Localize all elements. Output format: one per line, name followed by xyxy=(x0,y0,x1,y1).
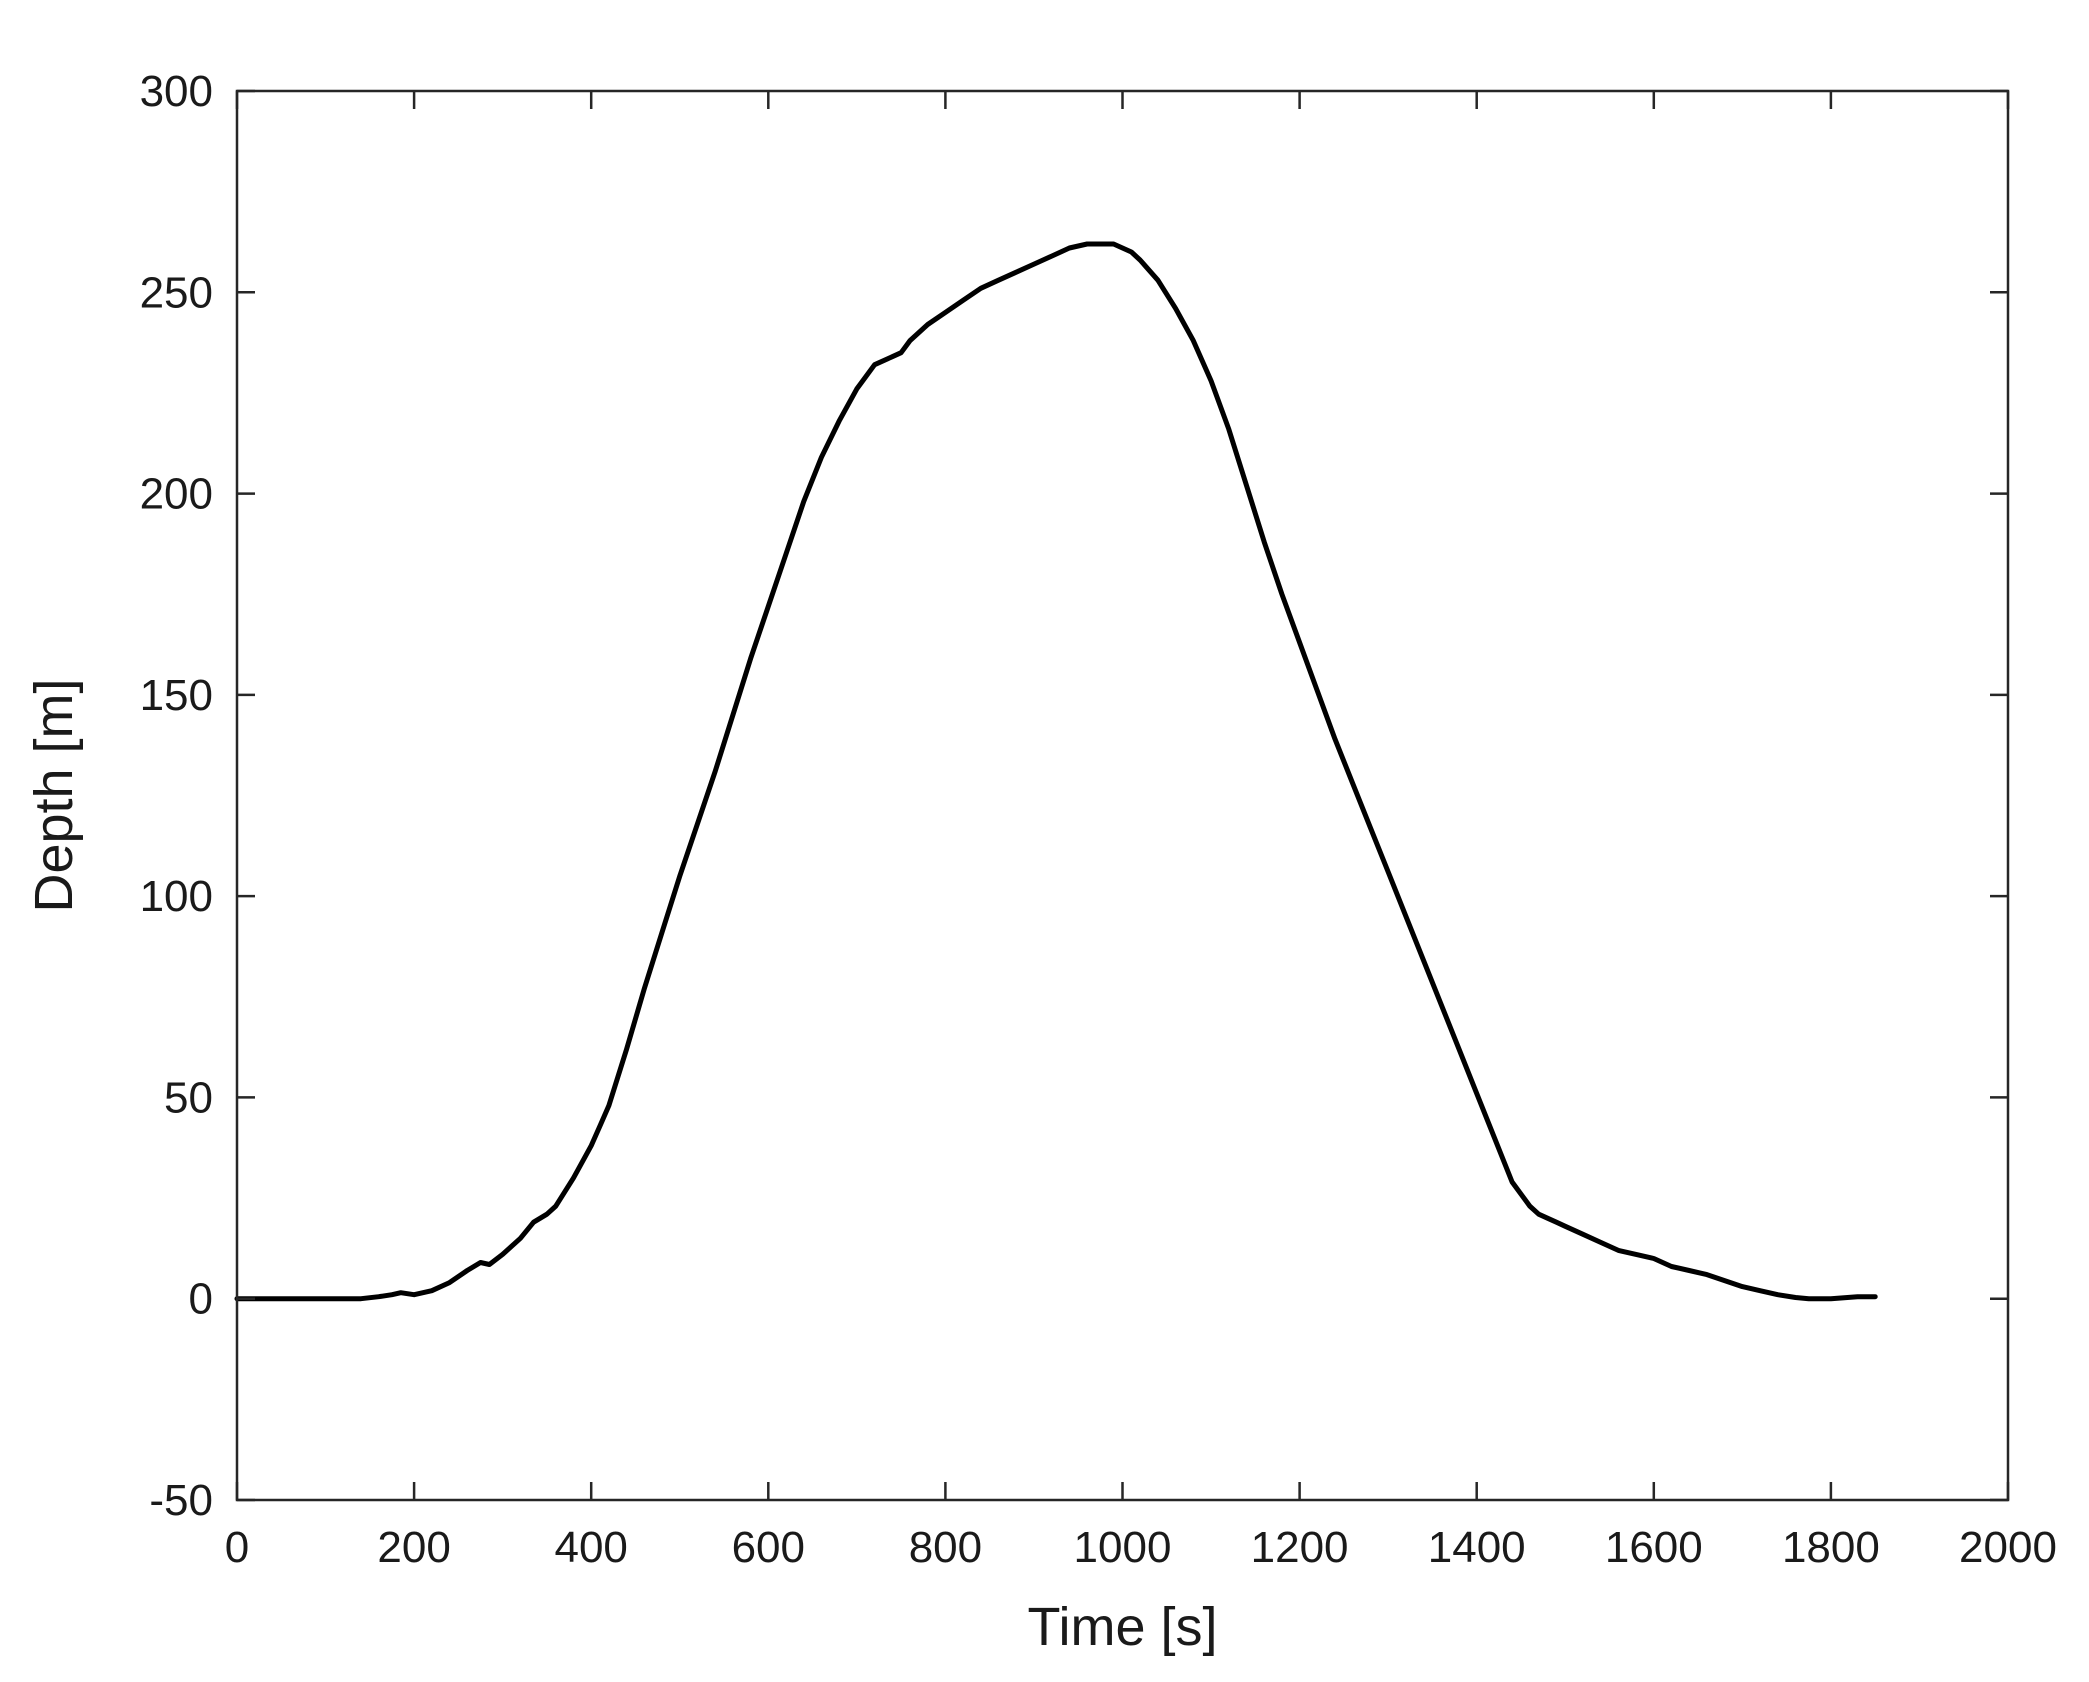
plot-area xyxy=(234,241,1878,1302)
x-tick-label: 1600 xyxy=(1605,1523,1703,1572)
x-tick-label: 0 xyxy=(225,1523,249,1572)
y-tick-label: 150 xyxy=(140,671,213,720)
x-tick-label: 400 xyxy=(554,1523,627,1572)
x-tick-label: 1400 xyxy=(1428,1523,1526,1572)
y-tick-label: 0 xyxy=(189,1275,213,1324)
y-tick-label: 200 xyxy=(140,470,213,519)
y-tick-label: -50 xyxy=(149,1476,213,1525)
y-tick-label: 250 xyxy=(140,268,213,317)
x-tick-label: 200 xyxy=(377,1523,450,1572)
y-tick-label: 300 xyxy=(140,67,213,116)
x-axis-title: Time [s] xyxy=(1027,1597,1217,1657)
x-tick-label: 2000 xyxy=(1959,1523,2057,1572)
axes: 0 200 400 600 800 1000 1200 1400 1600 1800 2000-50… xyxy=(140,67,2057,1572)
x-tick-label: 600 xyxy=(732,1523,805,1572)
y-axis-title: Depth [m] xyxy=(24,678,84,912)
x-tick-label: 1800 xyxy=(1782,1523,1880,1572)
y-tick-label: 50 xyxy=(164,1073,213,1122)
series-line xyxy=(234,241,1878,1302)
y-tick-label: 100 xyxy=(140,872,213,921)
x-tick-label: 1200 xyxy=(1251,1523,1349,1572)
x-tick-label: 1000 xyxy=(1074,1523,1172,1572)
x-tick-label: 800 xyxy=(909,1523,982,1572)
